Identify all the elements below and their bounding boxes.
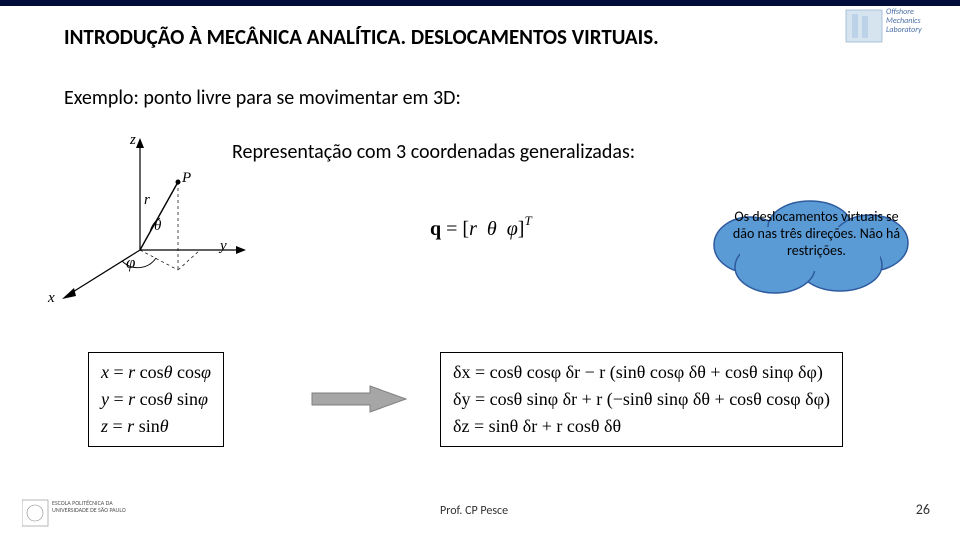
axis-x: x [48,290,55,307]
cartesian-eq-box: x = r cosθ cosφ y = r cosθ sinφ z = r si… [88,352,224,447]
eq-x: x = r cosθ cosφ [101,359,211,386]
virtual-disp-box: δx = cosθ cosφ δr − r (sinθ cosφ δθ + co… [440,352,843,447]
logo-right-t3: Laboratory [886,26,922,35]
cloud-text: Os deslocamentos virtuais se dão nas trê… [724,209,909,259]
block-arrow [310,384,410,414]
eq-dx: δx = cosθ cosφ δr − r (sinθ cosφ δθ + co… [453,359,830,386]
oml-logo: Offshore Mechanics Laboratory [842,4,942,48]
angle-phi: φ [126,253,135,273]
usp-logo: ESCOLA POLITÉCNICA DA UNIVERSIDADE DE SÃ… [22,496,142,532]
example-line: Exemplo: ponto livre para se movimentar … [64,86,461,110]
eq-y: y = r cosθ sinφ [101,386,211,413]
footer-page: 26 [916,501,930,518]
axis-z: z [130,132,136,149]
top-bar [0,0,960,6]
q-vec: q [430,218,441,240]
angle-theta: θ [154,218,161,235]
generalized-coords-eq: q = [r θ φ]T [430,218,532,241]
footer-author: Prof. CP Pesce [440,504,508,518]
axis-y: y [220,238,227,255]
eq-z: z = r sinθ [101,413,211,440]
point-P: P [182,170,191,187]
axes-svg [50,130,250,300]
vector-r: r [144,192,150,209]
slide-title: INTRODUÇÃO À MECÂNICA ANALÍTICA. DESLOCA… [64,24,659,50]
eq-dy: δy = cosθ sinφ δr + r (−sinθ sinφ δθ + c… [453,386,830,413]
cloud-callout: Os deslocamentos virtuais se dão nas trê… [700,195,930,295]
axes-diagram: z P r θ φ y [50,130,250,300]
logo-left-line2: UNIVERSIDADE DE SÃO PAULO [52,507,126,514]
eq-dz: δz = sinθ δr + r cosθ δθ [453,413,830,440]
representation-line: Representação com 3 coordenadas generali… [232,140,635,164]
